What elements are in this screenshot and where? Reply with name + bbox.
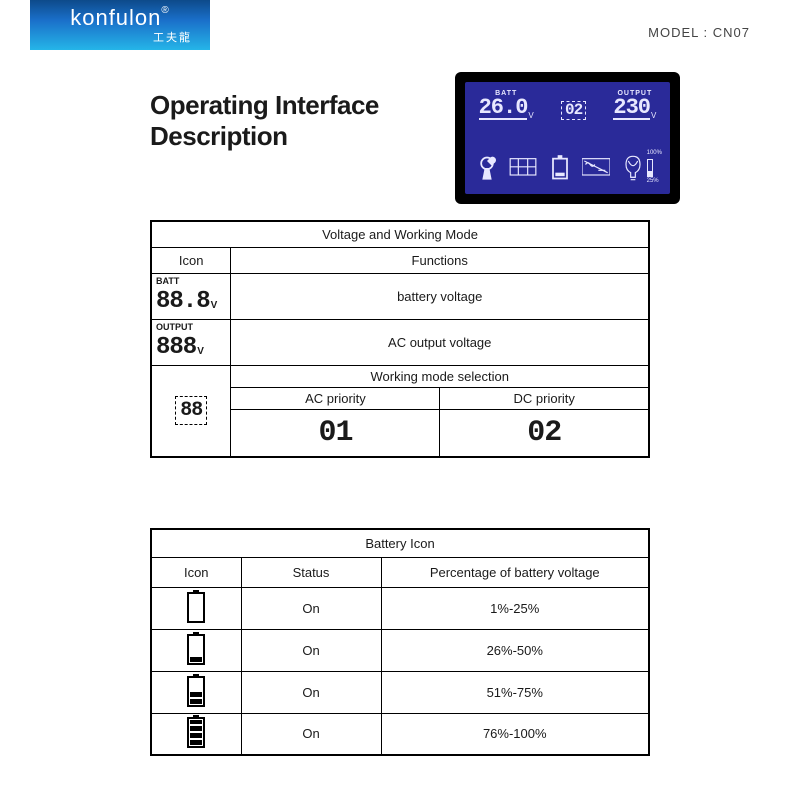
bulb-icon [619,154,647,182]
col-status: Status [241,557,381,587]
battery-icon-3 [151,713,241,755]
ac-priority-label: AC priority [231,387,440,409]
lcd-output-value: 230 [613,98,650,120]
batt-func: battery voltage [231,273,649,319]
battery-icon-0 [151,587,241,629]
wrench-icon [473,154,501,182]
pct-3: 76%-100% [381,713,649,755]
voltage-mode-table: Voltage and Working Mode Icon Functions … [150,220,650,458]
battery-icon-table: Battery Icon Icon Status Percentage of b… [150,528,650,756]
col-functions: Functions [231,247,649,273]
table-row: On 1%-25% [151,587,649,629]
pct-0: 1%-25% [381,587,649,629]
status-3: On [241,713,381,755]
dc-priority-label: DC priority [440,387,649,409]
output-func: AC output voltage [231,319,649,365]
table2-header: Battery Icon [151,529,649,557]
battery-icon-1 [151,629,241,671]
model-label: MODEL : CN07 [648,25,750,40]
table-row: On 26%-50% [151,629,649,671]
brand-cn: 工夫龍 [48,29,192,45]
battery-icon-2 [151,671,241,713]
lcd-mode-value: 02 [561,101,586,119]
dc-priority-value: 02 [440,409,649,457]
brand-name: konfulon® [70,5,170,31]
status-1: On [241,629,381,671]
table1-header: Voltage and Working Mode [151,221,649,247]
status-0: On [241,587,381,629]
brand-logo: konfulon® 工夫龍 [30,0,210,50]
col-icon: Icon [151,247,231,273]
inverter-icon [582,154,610,182]
mode-selection-label: Working mode selection [231,365,649,387]
batt-digit-icon: BATT 88.8V [151,273,231,319]
col-icon: Icon [151,557,241,587]
output-digit-icon: OUTPUT 888V [151,319,231,365]
mode-digit-icon: 88 [151,365,231,457]
ac-priority-value: 01 [231,409,440,457]
table-row: On 76%-100% [151,713,649,755]
table-row: On 51%-75% [151,671,649,713]
page-title: Operating Interface Description [150,90,379,152]
status-2: On [241,671,381,713]
panel-icon [509,154,537,182]
pct-1: 26%-50% [381,629,649,671]
pct-2: 51%-75% [381,671,649,713]
bulb-group: 100% 25% [619,150,662,186]
col-percentage: Percentage of battery voltage [381,557,649,587]
lcd-display: BATT 26.0V 02 OUTPUT 230V 100% 25% [455,72,680,204]
lcd-batt-value: 26.0 [479,98,528,120]
battery-icon [546,154,574,182]
